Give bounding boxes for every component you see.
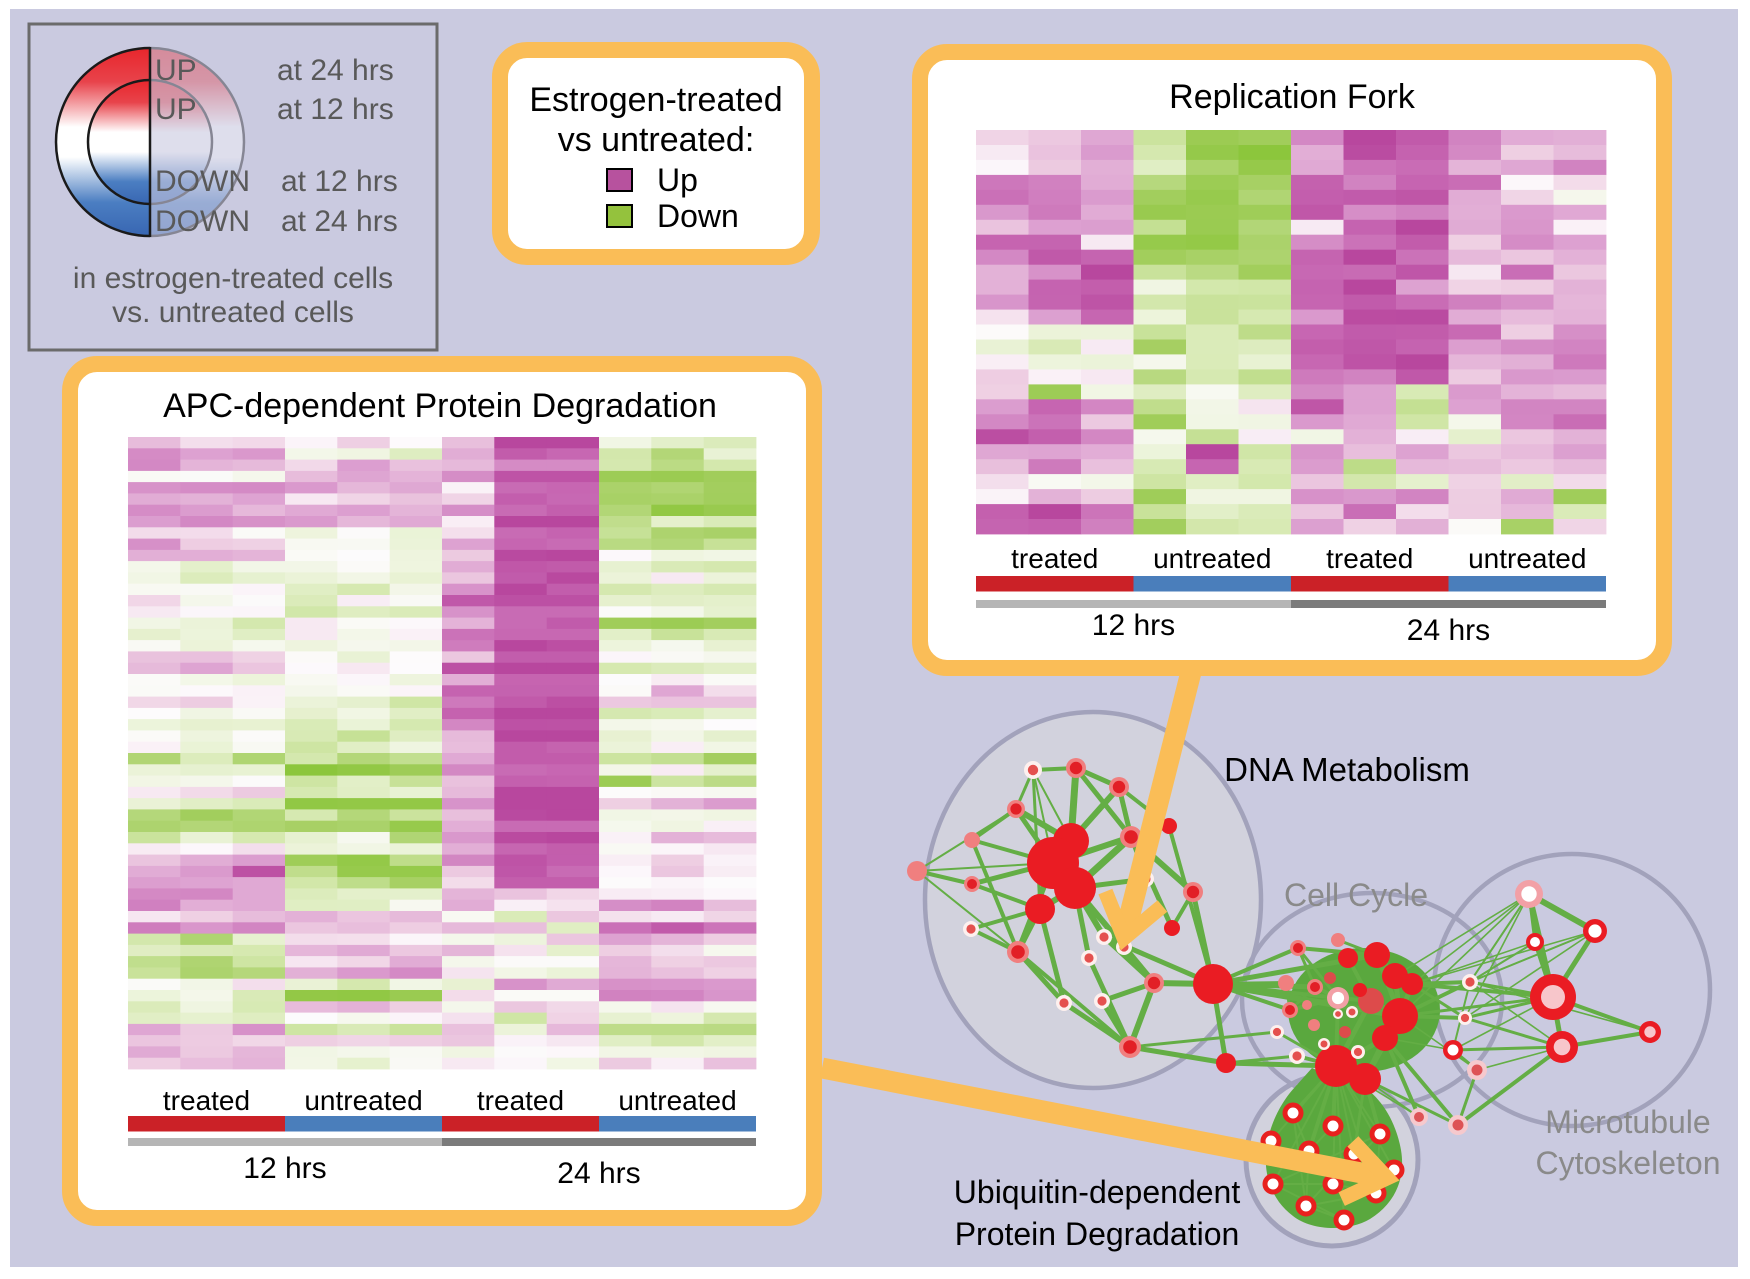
svg-text:Microtubule: Microtubule (1545, 1104, 1710, 1140)
svg-text:at 12 hrs: at 12 hrs (281, 165, 398, 198)
svg-text:treated: treated (1011, 543, 1098, 574)
svg-text:Ubiquitin-dependent: Ubiquitin-dependent (954, 1174, 1241, 1210)
svg-text:at 24 hrs: at 24 hrs (281, 205, 398, 238)
svg-text:treated: treated (1326, 543, 1413, 574)
svg-text:Down: Down (657, 198, 739, 234)
svg-text:UP: UP (155, 54, 197, 87)
svg-text:Estrogen-treated: Estrogen-treated (529, 81, 782, 119)
svg-text:untreated: untreated (304, 1085, 422, 1116)
svg-text:Protein Degradation: Protein Degradation (955, 1216, 1240, 1252)
svg-text:12 hrs: 12 hrs (243, 1152, 326, 1185)
svg-text:DOWN: DOWN (155, 165, 250, 198)
svg-text:24 hrs: 24 hrs (557, 1157, 640, 1190)
svg-text:Replication Fork: Replication Fork (1169, 78, 1416, 116)
svg-text:untreated: untreated (618, 1085, 736, 1116)
svg-text:Cytoskeleton: Cytoskeleton (1536, 1145, 1721, 1181)
svg-text:in estrogen-treated cells: in estrogen-treated cells (73, 262, 393, 295)
svg-text:treated: treated (163, 1085, 250, 1116)
svg-text:APC-dependent Protein Degradat: APC-dependent Protein Degradation (163, 387, 717, 425)
svg-text:UP: UP (155, 93, 197, 126)
svg-text:treated: treated (477, 1085, 564, 1116)
svg-text:at 24 hrs: at 24 hrs (277, 54, 394, 87)
svg-text:at 12 hrs: at 12 hrs (277, 93, 394, 126)
svg-text:vs. untreated cells: vs. untreated cells (112, 296, 354, 329)
svg-text:12 hrs: 12 hrs (1092, 609, 1175, 642)
svg-text:vs untreated:: vs untreated: (558, 121, 755, 159)
svg-text:Cell Cycle: Cell Cycle (1284, 877, 1428, 913)
svg-text:Up: Up (657, 162, 698, 198)
svg-text:untreated: untreated (1153, 543, 1271, 574)
svg-text:untreated: untreated (1468, 543, 1586, 574)
svg-text:DNA Metabolism: DNA Metabolism (1224, 751, 1470, 788)
svg-text:24 hrs: 24 hrs (1407, 614, 1490, 647)
svg-text:DOWN: DOWN (155, 205, 250, 238)
